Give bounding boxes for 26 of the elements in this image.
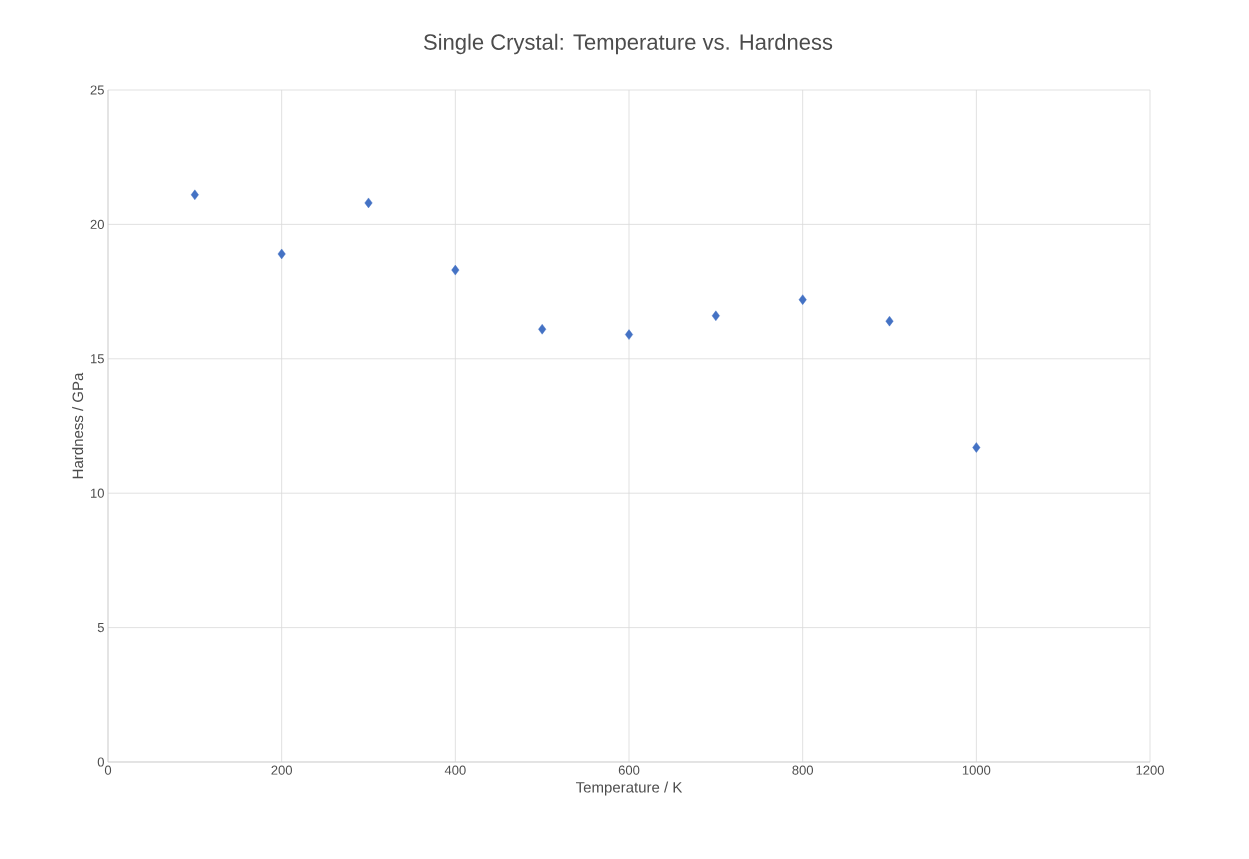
y-tick-label: 5 xyxy=(97,623,104,633)
y-axis-title: Hardness / GPa xyxy=(72,372,84,479)
x-tick-label: 200 xyxy=(271,765,293,775)
y-tick-label: 0 xyxy=(97,757,104,767)
x-tick-label: 400 xyxy=(444,765,466,775)
y-tick-label: 20 xyxy=(90,219,104,229)
x-tick-label: 1000 xyxy=(962,765,991,775)
point xyxy=(625,329,633,340)
point xyxy=(972,442,981,453)
x-axis-title: Temperature / K xyxy=(575,781,683,796)
point xyxy=(885,315,894,327)
x-tick-label: 1200 xyxy=(1136,765,1164,775)
x-tick-label: 800 xyxy=(792,765,814,775)
y-tick-label: 10 xyxy=(91,488,104,498)
y-tick-label: 15 xyxy=(91,354,104,364)
point xyxy=(538,324,547,335)
point xyxy=(798,294,807,305)
point xyxy=(364,197,373,209)
x-tick-label: 0 xyxy=(104,765,112,775)
point xyxy=(277,248,286,260)
x-tick-label: 600 xyxy=(618,765,640,775)
chart-title: Single Crystal: Temperature vs. Hardness xyxy=(424,33,833,55)
point xyxy=(711,310,720,321)
point xyxy=(190,189,199,201)
point xyxy=(451,264,460,276)
y-tick-label: 25 xyxy=(90,85,104,95)
